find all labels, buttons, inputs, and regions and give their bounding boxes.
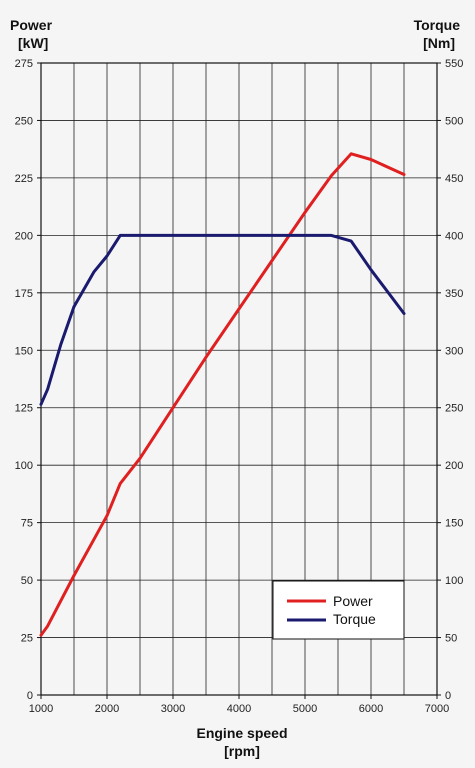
x-axis-unit: [rpm]	[224, 743, 260, 759]
left-axis-title: Power	[10, 17, 53, 33]
x-tick-label: 7000	[425, 703, 449, 715]
right-tick-label: 200	[445, 460, 463, 472]
right-tick-label: 0	[445, 690, 451, 702]
left-tick-label: 200	[15, 230, 33, 242]
left-axis-unit: [kW]	[18, 35, 48, 51]
left-tick-label: 275	[15, 58, 33, 70]
x-tick-label: 4000	[227, 703, 251, 715]
legend-box	[272, 580, 405, 640]
right-tick-label: 400	[445, 230, 463, 242]
left-tick-label: 125	[15, 403, 33, 415]
right-tick-label: 50	[445, 633, 457, 645]
right-tick-label: 150	[445, 518, 463, 530]
right-tick-label: 350	[445, 288, 463, 300]
right-axis-title: Torque	[414, 17, 461, 33]
left-tick-label: 0	[27, 690, 33, 702]
right-tick-label: 100	[445, 575, 463, 587]
left-tick-label: 225	[15, 173, 33, 185]
left-tick-label: 150	[15, 345, 33, 357]
left-tick-label: 50	[21, 575, 33, 587]
left-tick-label: 100	[15, 460, 33, 472]
legend-label-torque: Torque	[333, 611, 376, 627]
legend-label-power: Power	[333, 593, 373, 609]
left-tick-label: 25	[21, 633, 33, 645]
axis-ticks: 0 0 25 50 50 100 75 150 100 200 125 250 150 300 175 350…	[15, 58, 464, 715]
right-tick-label: 300	[445, 345, 463, 357]
right-tick-label: 450	[445, 173, 463, 185]
left-tick-label: 175	[15, 288, 33, 300]
right-axis-unit: [Nm]	[423, 35, 455, 51]
series-line-power	[39, 152, 406, 637]
right-tick-label: 250	[445, 403, 463, 415]
x-tick-label: 1000	[29, 703, 53, 715]
x-tick-label: 5000	[293, 703, 317, 715]
x-axis-title: Engine speed	[196, 725, 287, 741]
x-tick-label: 6000	[359, 703, 383, 715]
x-tick-label: 3000	[161, 703, 185, 715]
series-line-torque	[39, 233, 406, 406]
x-tick-label: 2000	[95, 703, 119, 715]
left-tick-label: 75	[21, 518, 33, 530]
right-tick-label: 500	[445, 115, 463, 127]
right-tick-label: 550	[445, 58, 463, 70]
series-lines	[39, 152, 406, 637]
legend: Power Torque	[272, 580, 405, 640]
left-tick-label: 250	[15, 115, 33, 127]
